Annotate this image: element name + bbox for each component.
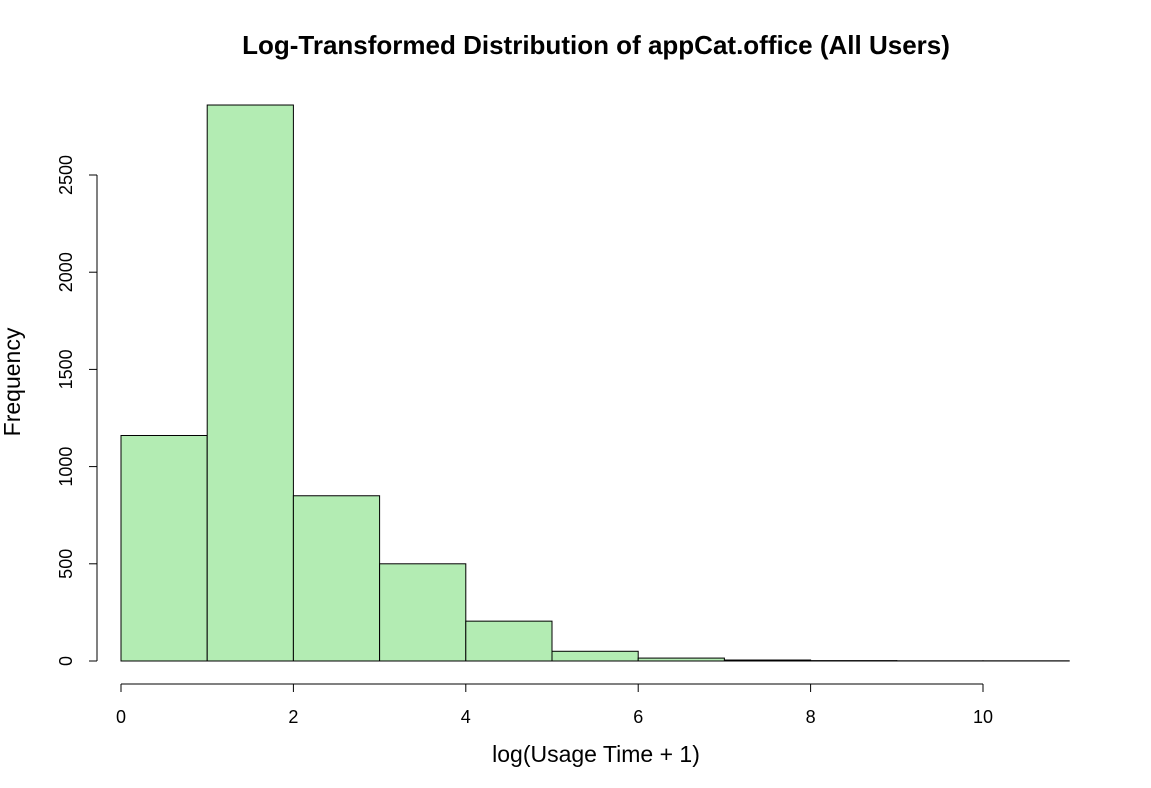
x-tick-label: 10 [973, 707, 993, 727]
histogram-bar [637, 657, 725, 662]
histogram-bar [723, 659, 812, 662]
histogram-bar [120, 434, 208, 662]
histogram-bar [551, 650, 639, 662]
x-tick-label: 4 [461, 707, 471, 727]
chart-title: Log-Transformed Distribution of appCat.o… [242, 30, 950, 60]
y-tick-label: 2500 [56, 155, 76, 195]
x-tick-label: 6 [633, 707, 643, 727]
y-axis-label: Frequency [0, 327, 25, 436]
y-tick-label: 0 [56, 656, 76, 666]
y-axis: 0 500 1000 1500 2000 2500 [56, 155, 98, 666]
histogram-bar [292, 495, 381, 662]
x-tick-label: 2 [288, 707, 298, 727]
y-tick-label: 1000 [56, 447, 76, 487]
histogram-bar [206, 104, 294, 662]
histogram-bar [465, 620, 553, 662]
histogram-bar [379, 563, 467, 662]
x-tick-label: 8 [806, 707, 816, 727]
x-tick-label: 0 [116, 707, 126, 727]
histogram-bars [120, 104, 1070, 662]
y-tick-label: 1500 [56, 349, 76, 389]
x-axis: 0 2 4 6 8 10 [116, 683, 993, 727]
y-tick-label: 500 [56, 549, 76, 579]
x-axis-label: log(Usage Time + 1) [492, 741, 700, 767]
y-tick-label: 2000 [56, 252, 76, 292]
